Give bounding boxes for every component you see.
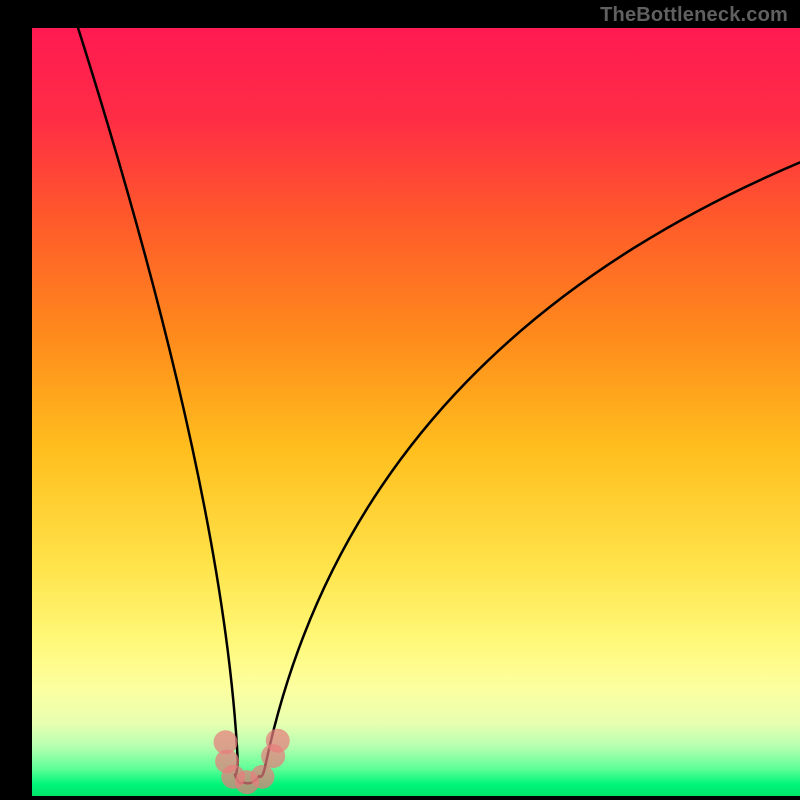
- watermark-text: TheBottleneck.com: [600, 4, 788, 27]
- data-markers: [32, 28, 800, 796]
- plot-border: [0, 0, 800, 800]
- chart-frame: TheBottleneck.com: [0, 0, 800, 800]
- plot-area: [32, 28, 800, 796]
